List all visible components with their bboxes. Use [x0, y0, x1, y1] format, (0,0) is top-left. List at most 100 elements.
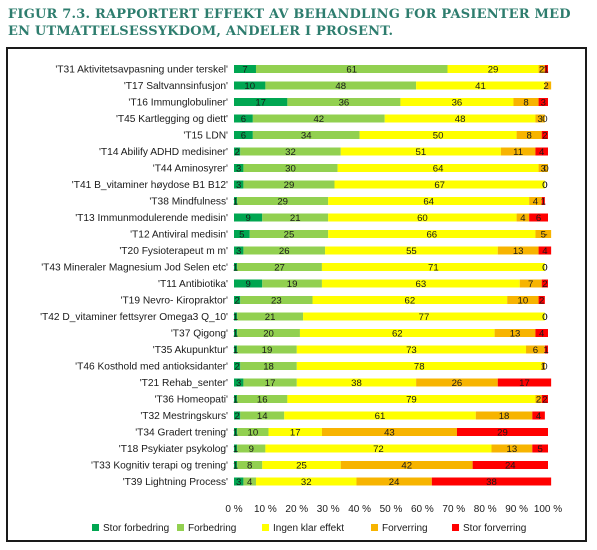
data-label: 1 [543, 345, 548, 356]
category-label: 'T37 Qigong' [171, 329, 228, 340]
data-label: 1 [233, 345, 238, 356]
data-label: 50 [433, 131, 444, 142]
data-label: 19 [287, 279, 298, 290]
bar-segment [237, 461, 263, 469]
data-label: 7 [528, 279, 533, 290]
bar-segment [447, 65, 539, 73]
data-label: 0 [542, 263, 547, 274]
bar-segment [234, 131, 253, 139]
data-label: 0 [542, 312, 547, 323]
bar-segment [234, 197, 238, 205]
bar-segment [340, 147, 501, 156]
bar-segment [541, 279, 548, 288]
bar-segment [516, 131, 542, 139]
data-label: 41 [475, 81, 486, 92]
data-label: 9 [249, 444, 254, 455]
legend-entry: Ingen klar effekt [273, 523, 344, 534]
data-label: 8 [523, 98, 528, 109]
bar-segment [296, 378, 417, 387]
data-label: 36 [452, 98, 463, 109]
data-label: 67 [434, 180, 445, 191]
bar-segment [544, 345, 548, 354]
x-tick-label: 30 % [317, 504, 340, 515]
bar-segment [497, 378, 552, 387]
bar-segment [234, 279, 263, 288]
bar-segment [234, 444, 238, 453]
data-label: 5 [541, 230, 546, 241]
x-tick-label: 100 % [534, 504, 562, 515]
data-label: 1 [233, 312, 238, 323]
bar-segment [475, 411, 533, 420]
bar-segment [538, 246, 552, 255]
data-label: 8 [247, 461, 252, 472]
data-label: 29 [488, 65, 499, 76]
data-label: 0 [542, 263, 547, 274]
category-label: 'T35 Akupunktur' [153, 345, 228, 356]
bar-segment [491, 444, 533, 453]
bar-segment [234, 213, 263, 222]
category-label: 'T43 Mineraler Magnesium Jod Selen etc' [41, 263, 228, 274]
bar-segment [416, 378, 498, 387]
legend-swatch [371, 524, 378, 531]
data-label: 0 [542, 180, 547, 191]
data-label: 1 [233, 444, 238, 455]
data-label: 18 [499, 411, 510, 422]
data-label: 0 [542, 180, 547, 191]
data-label: 17 [255, 98, 266, 109]
data-label: 7 [242, 65, 247, 76]
bar-segment [400, 98, 514, 106]
data-label: 2 [234, 362, 239, 373]
data-label: 1 [233, 263, 238, 274]
category-label: 'T31 Aktivitetsavpasning under terskel' [55, 65, 228, 76]
x-tick-label: 10 % [254, 504, 277, 515]
data-label: 3 [236, 180, 241, 191]
data-label: 38 [486, 477, 497, 488]
bar-segment [500, 147, 536, 156]
bar-segment [237, 197, 329, 205]
bar-segment [535, 114, 545, 123]
bar-segment [328, 230, 536, 238]
data-label: 4 [539, 147, 545, 158]
bar-segment [532, 444, 548, 453]
data-label: 24 [389, 477, 400, 488]
bar-segment [340, 461, 473, 469]
bar-segment [337, 164, 539, 172]
category-label: 'T20 Fysioterapeut m m' [119, 246, 228, 257]
bar-segment [234, 263, 238, 271]
data-label: 8 [526, 131, 531, 142]
data-label: 38 [351, 378, 362, 389]
bar-segment [237, 444, 266, 453]
bars [234, 65, 552, 486]
data-label: 29 [497, 428, 508, 439]
data-label: 73 [406, 345, 417, 356]
bar-segment [234, 345, 238, 354]
x-tick-label: 90 % [505, 504, 528, 515]
chart-frame: 'T31 Aktivitetsavpasning under terskel' '… [6, 47, 587, 542]
bar-segment [284, 411, 476, 420]
bar-segment [234, 180, 244, 189]
bar-segment [237, 345, 297, 354]
bar-segment [234, 81, 266, 90]
data-label: 72 [373, 444, 384, 455]
bar-segment [321, 428, 457, 436]
bar-segment [243, 246, 326, 255]
bar-segment [252, 114, 385, 123]
category-label: 'T34 Gradert trening' [135, 428, 228, 439]
x-tick-label: 80 % [474, 504, 497, 515]
data-label: 25 [284, 230, 295, 241]
data-label: 6 [533, 345, 538, 356]
data-label: 0 [543, 164, 548, 175]
data-label: 20 [263, 329, 274, 340]
legend-entry: Stor forbedring [103, 523, 169, 534]
bar-segment [507, 296, 539, 304]
data-label: 30 [285, 164, 296, 175]
data-label: 2 [542, 279, 547, 290]
data-label: 1 [233, 428, 238, 439]
data-label: 1 [541, 362, 546, 373]
bar-segment [234, 395, 238, 403]
bar-segment [359, 131, 517, 139]
bar-segment [287, 395, 536, 403]
bar-segment [541, 131, 548, 139]
data-label: 2 [234, 147, 239, 158]
